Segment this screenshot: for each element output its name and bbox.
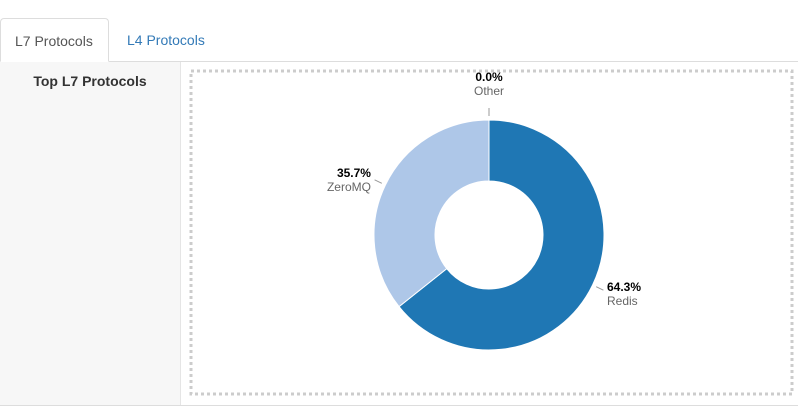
slice-label: Other [474,84,504,98]
donut-slice [373,119,490,308]
divider [180,405,798,406]
leader-line [595,286,604,291]
slice-label: ZeroMQ [327,180,371,194]
chart-frame [189,69,794,396]
leader-line [374,179,383,184]
slice-percent: 0.0% [475,70,503,84]
slice-percent: 35.7% [337,166,371,180]
tab[interactable]: L7 Protocols [0,18,109,62]
slice-label: Redis [607,294,638,308]
tab[interactable]: L4 Protocols [127,32,205,48]
slice-percent: 64.3% [607,280,641,294]
donut-slice [398,119,605,351]
panel-title: Top L7 Protocols [33,73,147,89]
side-panel: Top L7 Protocols [0,62,181,406]
tab-divider [0,61,798,62]
